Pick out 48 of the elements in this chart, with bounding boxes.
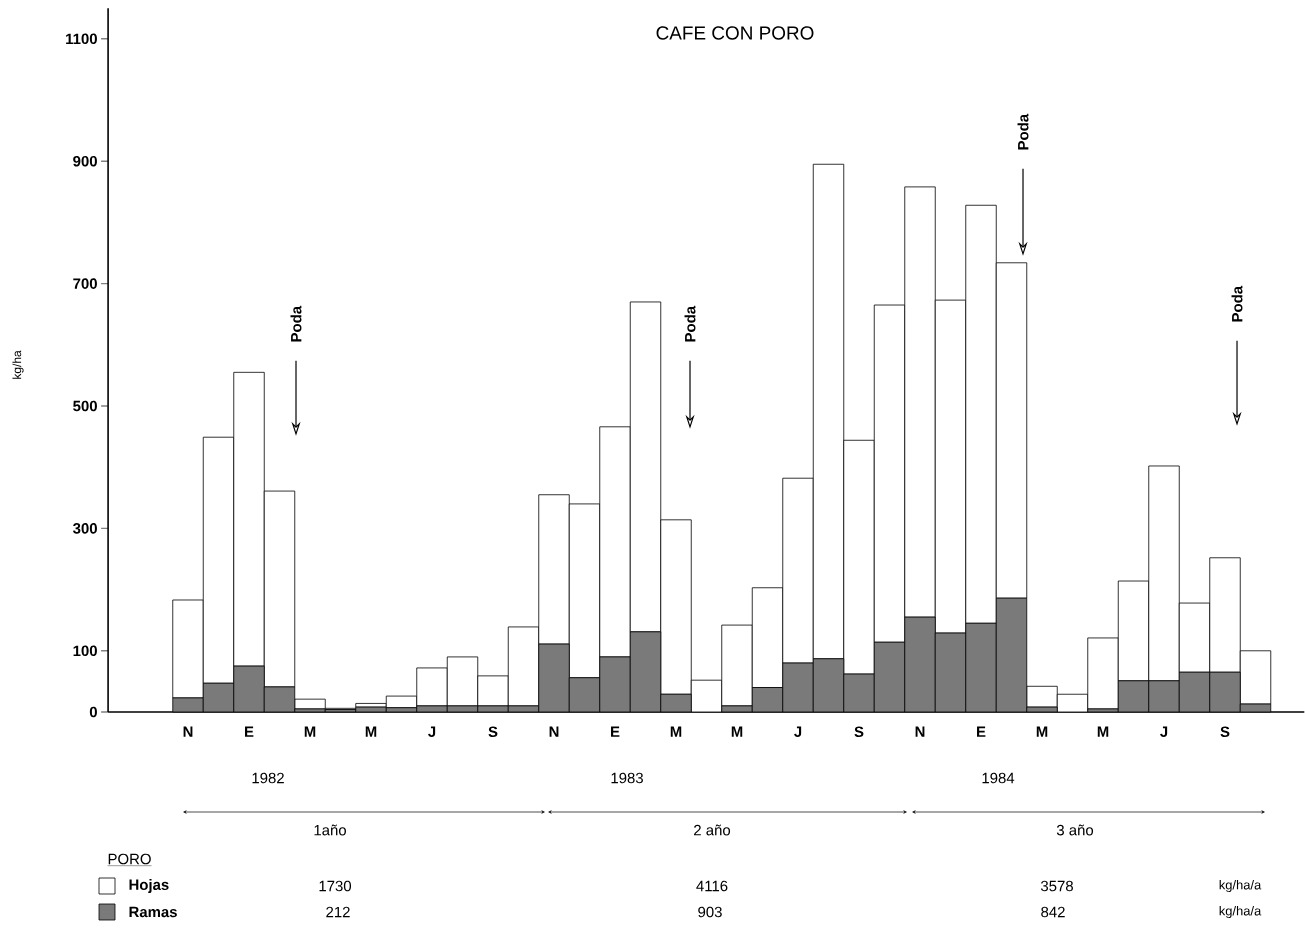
y-tick-label: 100 <box>73 645 97 657</box>
text: 842 <box>1041 906 1065 918</box>
x-tick-label: J <box>428 726 436 737</box>
annotation: Poda <box>684 305 696 342</box>
y-axis-title: kg/ha <box>12 350 24 379</box>
text: 3 año <box>1056 824 1094 836</box>
annotation: Poda <box>1017 113 1029 150</box>
legend-label: Ramas <box>129 906 177 918</box>
text: kg/ha/a <box>1219 905 1262 919</box>
y-tick-label: 0 <box>89 706 97 718</box>
x-tick-label: N <box>915 726 925 737</box>
text: 1983 <box>611 772 643 784</box>
x-tick-label: J <box>794 726 802 737</box>
legend-label: Hojas <box>129 879 169 893</box>
text: 903 <box>698 906 722 918</box>
text: 212 <box>326 906 350 918</box>
y-tick-label: 700 <box>73 278 97 289</box>
text: 1982 <box>252 772 284 784</box>
x-tick-label: S <box>488 726 498 738</box>
text: 1año <box>314 824 346 836</box>
annotation: Poda <box>1231 285 1243 322</box>
text: 2 año <box>694 824 731 836</box>
x-tick-label: S <box>854 726 864 738</box>
text: kg/ha/a <box>1219 879 1262 893</box>
x-tick-label: M <box>670 726 682 737</box>
x-tick-label: M <box>731 726 743 737</box>
text: 3578 <box>1040 880 1073 892</box>
text: CAFE CON PORO <box>656 26 814 40</box>
x-tick-label: N <box>549 726 559 737</box>
x-tick-label: M <box>1097 726 1109 737</box>
x-tick-label: M <box>1036 726 1048 737</box>
x-tick-label: E <box>611 726 620 737</box>
text: 1730 <box>319 880 352 892</box>
x-tick-label: M <box>365 726 377 737</box>
x-tick-label: E <box>245 726 254 737</box>
x-tick-label: N <box>183 726 193 737</box>
text: 4116 <box>696 880 728 892</box>
x-tick-label: J <box>1160 726 1168 737</box>
annotation: Poda <box>290 305 302 342</box>
y-tick-label: 500 <box>73 400 97 412</box>
x-tick-label: S <box>1220 726 1230 738</box>
x-tick-label: E <box>977 726 986 737</box>
y-tick-label: 300 <box>72 523 97 534</box>
text: 1984 <box>982 772 1015 784</box>
y-tick-label: 1100 <box>66 33 97 45</box>
legend-title: PORO <box>108 853 151 865</box>
x-tick-label: M <box>304 726 316 737</box>
y-tick-label: 900 <box>73 155 97 167</box>
